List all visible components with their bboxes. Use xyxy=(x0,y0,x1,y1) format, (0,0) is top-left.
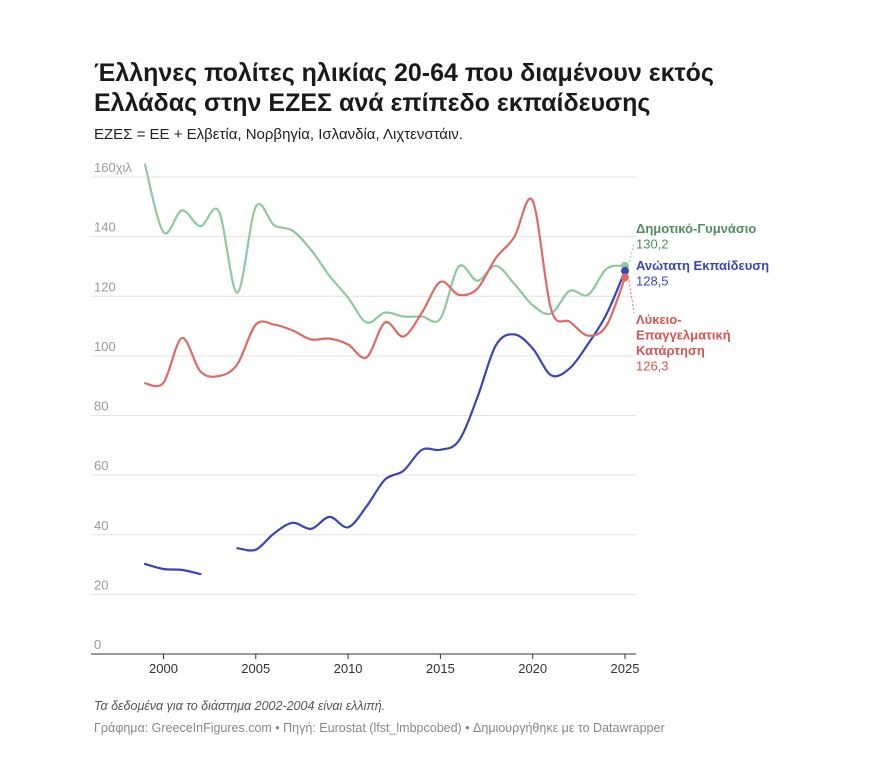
series-end-label-value: 128,5 xyxy=(636,274,669,289)
x-tick-label: 2020 xyxy=(518,661,547,676)
series-end-label-name: Δημοτικό-Γυμνάσιο xyxy=(636,221,756,236)
y-tick-label: 120 xyxy=(94,279,116,294)
y-tick-label: 0 xyxy=(94,637,101,652)
x-tick-label: 2005 xyxy=(241,661,270,676)
series-tertiary-line xyxy=(143,562,202,576)
label-leader-line xyxy=(628,280,635,314)
series-end-label-name: Λύκειο- xyxy=(636,312,682,327)
series-tertiary-end-point xyxy=(621,266,629,275)
y-tick-label: 40 xyxy=(94,518,108,533)
data-note: Τα δεδομένα για το διάστημα 2002-2004 εί… xyxy=(94,699,386,713)
x-tick-label: 2010 xyxy=(334,661,363,676)
series-end-label-name: Επαγγελματική xyxy=(636,328,731,343)
series-upper-secondary-vocational-end-point xyxy=(621,273,629,282)
series-layer xyxy=(143,163,629,576)
chart-title: Έλληνες πολίτες ηλικίας 20-64 που διαμέν… xyxy=(94,59,714,117)
y-tick-label: 80 xyxy=(94,399,108,414)
y-tick-label: 140 xyxy=(94,220,116,235)
y-tick-label: 160χιλ xyxy=(94,160,132,175)
grid-layer: 0 20 40 60 80 100 120 140 160χιλ 2000 2005 2010 2015… xyxy=(91,160,639,676)
series-end-label-name: Ανώτατη Εκπαίδευση xyxy=(636,258,769,273)
x-tick-label: 2000 xyxy=(149,661,178,676)
chart-source: Γράφημα: GreeceInFigures.com • Πηγή: Eur… xyxy=(94,721,665,735)
series-primary-lower-secondary-line xyxy=(143,163,627,324)
y-tick-label: 100 xyxy=(94,339,116,354)
x-tick-label: 2025 xyxy=(611,661,640,676)
series-tertiary-line xyxy=(236,269,627,552)
series-end-label-name: Κατάρτηση xyxy=(636,343,705,358)
y-tick-label: 20 xyxy=(94,577,108,592)
x-tick-label: 2015 xyxy=(426,661,455,676)
y-tick-label: 60 xyxy=(94,458,108,473)
series-upper-secondary-vocational-line xyxy=(143,197,627,388)
label-leader-line xyxy=(628,243,635,262)
chart-subtitle: ΕΖΕΣ = ΕΕ + Ελβετία, Νορβηγία, Ισλανδία,… xyxy=(94,126,463,143)
series-end-label-value: 130,2 xyxy=(636,237,669,252)
series-end-label-value: 126,3 xyxy=(636,359,669,374)
